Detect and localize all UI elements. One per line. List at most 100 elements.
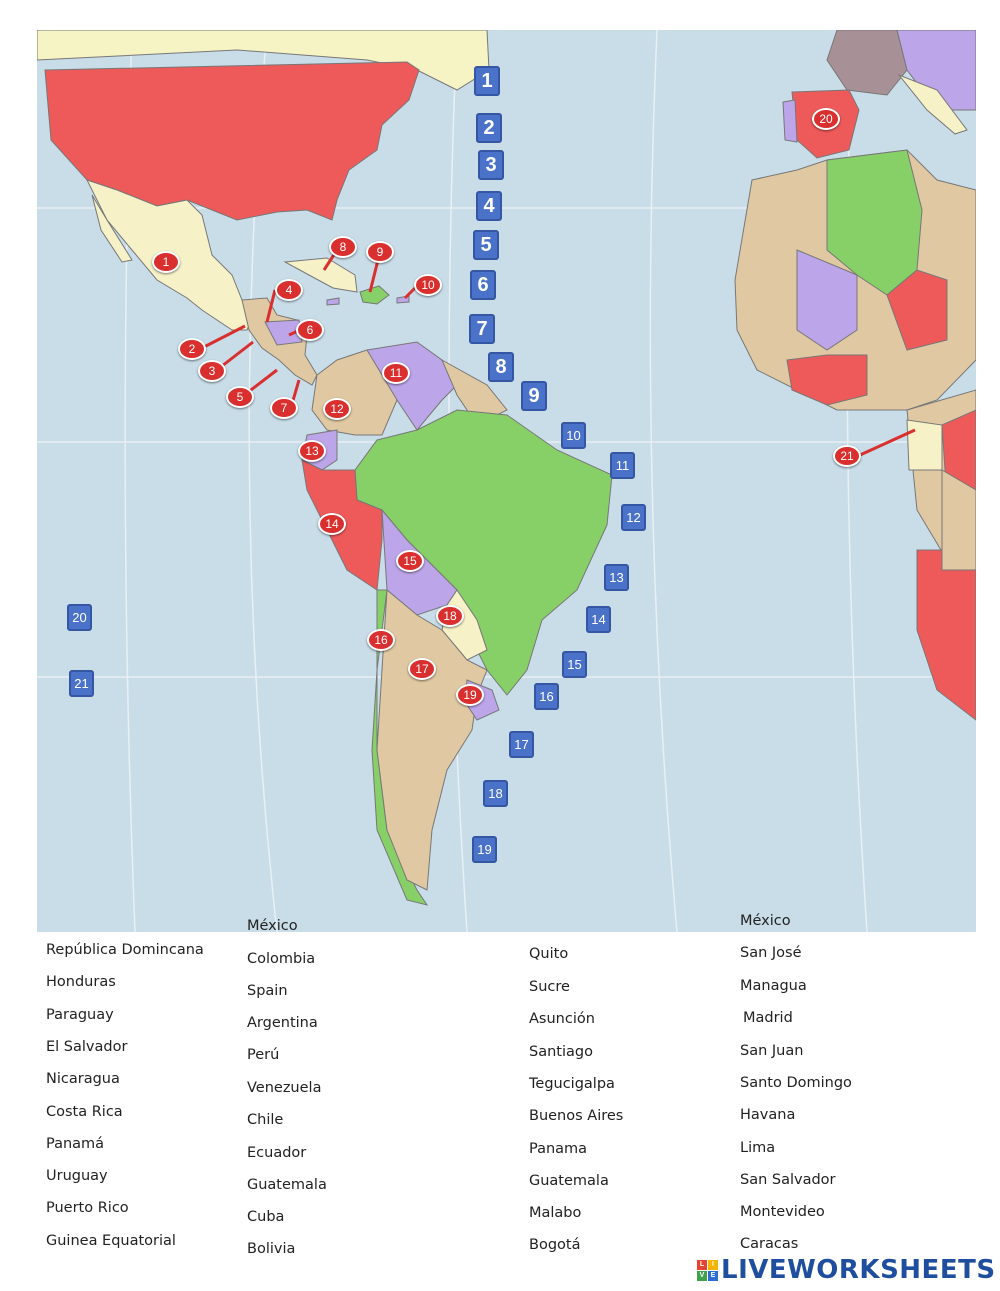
list-item[interactable]: San Juan: [740, 1043, 804, 1059]
list-item[interactable]: Honduras: [46, 974, 116, 990]
map-area: 1 2 3 4 5 6 7 8 9 10 11 12 13 14 15 16 1…: [37, 30, 976, 932]
map-marker-1: 1: [152, 251, 180, 273]
list-item[interactable]: México: [247, 918, 298, 934]
list-item[interactable]: Venezuela: [247, 1080, 322, 1096]
map-marker-2: 2: [178, 338, 206, 360]
list-item[interactable]: Havana: [740, 1107, 796, 1123]
answer-box-8[interactable]: 8: [488, 352, 514, 382]
list-item[interactable]: Santo Domingo: [740, 1075, 852, 1091]
list-item[interactable]: Managua: [740, 978, 807, 994]
list-item[interactable]: Perú: [247, 1047, 280, 1063]
answer-box-1[interactable]: 1: [474, 66, 500, 96]
list-item[interactable]: Puerto Rico: [46, 1200, 129, 1216]
list-item[interactable]: Sucre: [529, 979, 570, 995]
map-marker-3: 3: [198, 360, 226, 382]
europe-region: [896, 30, 976, 111]
answer-box-2[interactable]: 2: [476, 113, 502, 143]
list-item[interactable]: Bolivia: [247, 1241, 296, 1257]
answer-box-5[interactable]: 5: [473, 230, 499, 260]
logo-text: LIVEWORKSHEETS: [721, 1255, 996, 1285]
logo-tile: V: [697, 1270, 707, 1281]
logo-tile: I: [708, 1259, 718, 1270]
france-region: [826, 30, 908, 96]
list-item[interactable]: Guatemala: [247, 1177, 327, 1193]
list-item[interactable]: Paraguay: [46, 1007, 114, 1023]
list-item[interactable]: Caracas: [740, 1236, 799, 1252]
map-marker-9: 9: [366, 241, 394, 263]
jamaica-region: [326, 297, 340, 306]
answer-box-7[interactable]: 7: [469, 314, 495, 344]
italy-region: [897, 73, 968, 135]
list-item[interactable]: Tegucigalpa: [529, 1076, 615, 1092]
list-item[interactable]: Montevideo: [740, 1204, 825, 1220]
list-item[interactable]: República Domincana: [46, 942, 204, 958]
list-item[interactable]: Panamá: [46, 1136, 105, 1152]
answer-box-20[interactable]: 20: [67, 604, 92, 631]
map-marker-5: 5: [226, 386, 254, 408]
map-marker-10: 10: [414, 274, 442, 296]
answer-box-16[interactable]: 16: [534, 683, 559, 710]
map-marker-6: 6: [296, 319, 324, 341]
answer-box-6[interactable]: 6: [470, 270, 496, 300]
south-africa-region: [916, 549, 976, 721]
list-item[interactable]: Ecuador: [247, 1145, 307, 1161]
answer-box-9[interactable]: 9: [521, 381, 547, 411]
list-item[interactable]: Panama: [529, 1141, 588, 1157]
list-item[interactable]: San Salvador: [740, 1172, 836, 1188]
list-item[interactable]: México: [740, 913, 791, 929]
answer-box-10[interactable]: 10: [561, 422, 586, 449]
argentina-region: [376, 588, 488, 891]
hispaniola-region: [359, 285, 390, 305]
map-marker-15: 15: [396, 550, 424, 572]
map-marker-17: 17: [408, 658, 436, 680]
list-item[interactable]: Madrid: [743, 1010, 793, 1026]
answer-box-3[interactable]: 3: [478, 150, 504, 180]
map-marker-20: 20: [812, 108, 840, 130]
map-marker-19: 19: [456, 684, 484, 706]
list-item[interactable]: Lima: [740, 1140, 776, 1156]
map-marker-8: 8: [329, 236, 357, 258]
list-item[interactable]: Guatemala: [529, 1173, 609, 1189]
answer-box-11[interactable]: 11: [610, 452, 635, 479]
answer-box-15[interactable]: 15: [562, 651, 587, 678]
map-marker-12: 12: [323, 398, 351, 420]
map-marker-14: 14: [318, 513, 346, 535]
gabon-region: [906, 419, 943, 471]
list-item[interactable]: Costa Rica: [46, 1104, 123, 1120]
logo-tiles-icon: L I V E: [697, 1259, 718, 1281]
mali-region: [796, 249, 858, 351]
map-marker-7: 7: [270, 397, 298, 419]
list-item[interactable]: Bogotá: [529, 1237, 581, 1253]
answer-box-13[interactable]: 13: [604, 564, 629, 591]
list-item[interactable]: El Salvador: [46, 1039, 128, 1055]
map-marker-13: 13: [298, 440, 326, 462]
west-africa-region: [786, 354, 868, 406]
answer-box-12[interactable]: 12: [621, 504, 646, 531]
answer-box-4[interactable]: 4: [476, 191, 502, 221]
list-item[interactable]: Uruguay: [46, 1168, 108, 1184]
list-item[interactable]: Quito: [529, 946, 569, 962]
list-item[interactable]: Malabo: [529, 1205, 582, 1221]
cuba-region: [283, 257, 358, 293]
list-item[interactable]: Santiago: [529, 1044, 593, 1060]
list-item[interactable]: Guinea Equatorial: [46, 1233, 176, 1249]
map-marker-21: 21: [833, 445, 861, 467]
list-item[interactable]: Asunción: [529, 1011, 595, 1027]
list-item[interactable]: Cuba: [247, 1209, 285, 1225]
list-item[interactable]: Colombia: [247, 951, 316, 967]
list-item[interactable]: Nicaragua: [46, 1071, 120, 1087]
honduras-region: [264, 319, 303, 346]
answer-box-14[interactable]: 14: [586, 606, 611, 633]
list-item[interactable]: Buenos Aires: [529, 1108, 624, 1124]
answer-box-19[interactable]: 19: [472, 836, 497, 863]
list-item[interactable]: San José: [740, 945, 802, 961]
map-marker-18: 18: [436, 605, 464, 627]
map-marker-11: 11: [382, 362, 410, 384]
answer-box-21[interactable]: 21: [69, 670, 94, 697]
answer-box-18[interactable]: 18: [483, 780, 508, 807]
list-item[interactable]: Chile: [247, 1112, 284, 1128]
list-item[interactable]: Argentina: [247, 1015, 318, 1031]
list-item[interactable]: Spain: [247, 983, 288, 999]
answer-box-17[interactable]: 17: [509, 731, 534, 758]
logo-tile: L: [697, 1259, 707, 1270]
